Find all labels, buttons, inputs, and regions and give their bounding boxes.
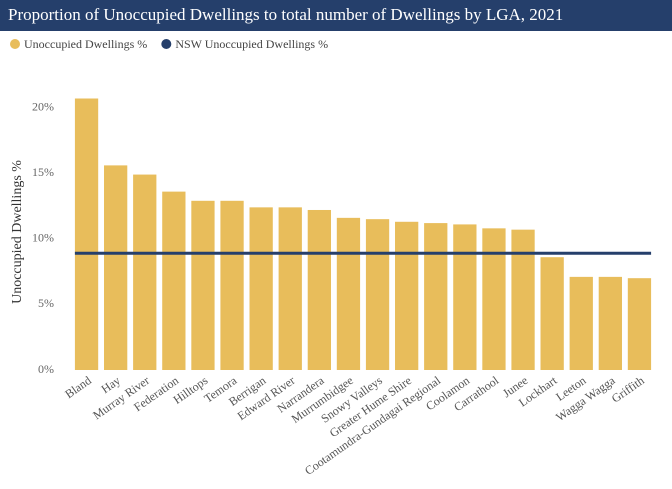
chart-title: Proportion of Unoccupied Dwellings to to… [8, 5, 563, 24]
bar [627, 278, 652, 370]
legend-label: Unoccupied Dwellings % [24, 37, 147, 51]
bar [162, 191, 186, 370]
legend-label: NSW Unoccupied Dwellings % [175, 37, 328, 51]
bar [540, 257, 564, 370]
bar [278, 207, 302, 370]
y-tick-label: 5% [38, 296, 54, 310]
x-tick-label: Bland [62, 373, 94, 401]
bar [104, 165, 128, 370]
bar [191, 200, 215, 370]
legend-marker [161, 39, 172, 49]
legend-marker [10, 39, 20, 49]
y-tick-label: 15% [32, 165, 54, 179]
y-tick-label: 0% [38, 362, 54, 376]
bar [395, 221, 419, 370]
y-tick-label: 10% [32, 231, 54, 245]
x-tick-label: Griffith [609, 373, 647, 405]
title-bar [0, 0, 672, 31]
bar [598, 276, 622, 370]
y-axis-label: Unoccupied Dwellings % [10, 160, 25, 304]
bar [569, 276, 593, 370]
bar [453, 224, 477, 370]
bar [220, 200, 244, 370]
bar [249, 207, 273, 370]
bar [511, 229, 535, 370]
bar [336, 217, 361, 370]
bar [424, 223, 448, 370]
bar [307, 209, 331, 370]
y-tick-label: 20% [32, 99, 54, 113]
bar [365, 219, 390, 370]
bar [74, 98, 99, 370]
bar [482, 228, 506, 370]
bar [133, 174, 157, 370]
